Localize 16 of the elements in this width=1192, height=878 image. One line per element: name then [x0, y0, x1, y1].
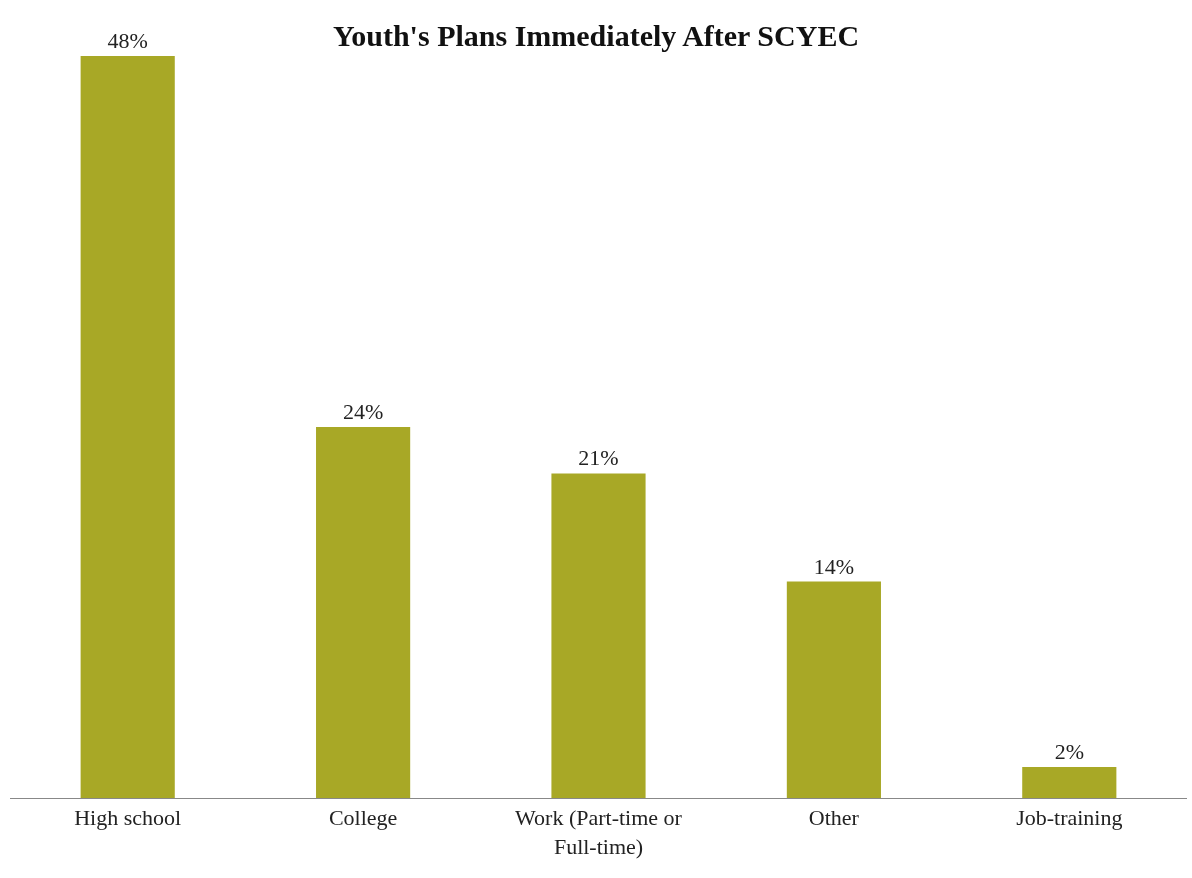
bar [1022, 767, 1117, 798]
data-label: 2% [1054, 739, 1084, 765]
bar [786, 581, 881, 798]
x-tick-label: College [328, 805, 398, 831]
bar [551, 473, 646, 798]
x-tick-label: Job-training [1016, 805, 1123, 831]
x-tick-label: High school [74, 805, 182, 831]
x-tick-label: Other [808, 805, 860, 831]
data-label: 48% [107, 28, 148, 53]
data-label: 14% [813, 553, 855, 579]
bar [80, 56, 175, 798]
x-tick-label: Work (Part-time or Full-time) [515, 805, 683, 859]
data-label: 24% [342, 399, 384, 424]
data-label: 21% [578, 445, 619, 471]
chart-title: Youth's Plans Immediately After SCYEC [332, 18, 860, 52]
bar [316, 427, 411, 798]
